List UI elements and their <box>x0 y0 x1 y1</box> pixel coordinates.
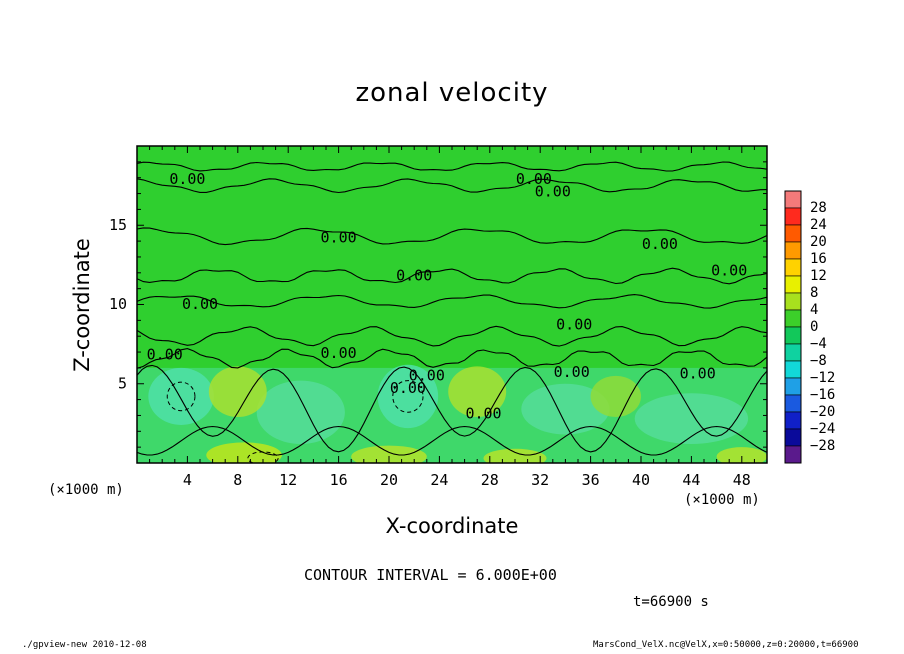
contour-line <box>137 425 767 456</box>
colorbar-swatch <box>784 275 802 294</box>
colorbar-swatch <box>784 377 802 396</box>
colorbar-level-label: −4 <box>810 336 827 352</box>
field-anomaly <box>483 448 547 463</box>
x-tick-label: 16 <box>330 471 348 489</box>
y-tick-label: 15 <box>109 216 127 234</box>
field-anomaly <box>521 383 610 435</box>
contour-line-negative <box>247 451 279 463</box>
contour-line <box>137 227 767 246</box>
chart-title: zonal velocity <box>355 78 549 108</box>
x-tick-label: 8 <box>233 471 242 489</box>
colorbar-swatch <box>784 326 802 345</box>
x-tick-label: 40 <box>632 471 650 489</box>
field-anomaly <box>256 380 345 444</box>
field-anomaly <box>148 367 214 425</box>
colorbar-swatch <box>784 394 802 413</box>
x-tick-label: 12 <box>279 471 297 489</box>
footer-program-date: ./gpview-new 2010-12-08 <box>22 640 147 650</box>
contour-line <box>137 178 767 194</box>
x-tick-label: 44 <box>682 471 700 489</box>
colorbar-level-label: −28 <box>810 438 835 454</box>
contour-label: 0.00 <box>535 182 571 200</box>
x-tick-label: 20 <box>380 471 398 489</box>
x-tick-label: 36 <box>582 471 600 489</box>
contour-line <box>137 161 767 172</box>
contour-label: 0.00 <box>680 365 716 383</box>
contour-label: 0.00 <box>642 235 678 253</box>
contour-label: 0.00 <box>182 295 218 313</box>
colorbar-level-label: 28 <box>810 200 827 216</box>
colorbar-level-label: −8 <box>810 353 827 369</box>
colorbar-swatch <box>784 258 802 277</box>
colorbar-level-label: −12 <box>810 370 835 386</box>
colorbar-swatch <box>784 428 802 447</box>
x-tick-label: 28 <box>481 471 499 489</box>
colorbar-swatch <box>784 445 802 464</box>
contour-line <box>137 294 767 309</box>
colorbar-swatch <box>784 411 802 430</box>
contour-label: 0.00 <box>321 228 357 246</box>
contour-line <box>137 348 767 369</box>
contour-label: 0.00 <box>556 316 592 334</box>
contour-line-negative <box>166 381 196 412</box>
field-anomaly <box>351 445 427 463</box>
x-unit-label-right: (×1000 m) <box>684 492 760 508</box>
colorbar-level-label: 0 <box>810 319 818 335</box>
field-anomaly <box>448 366 507 418</box>
contour-label: 0.00 <box>554 363 590 381</box>
colorbar-level-label: −16 <box>810 387 835 403</box>
colorbar-swatch <box>784 207 802 226</box>
footer-data-source: MarsCond_VelX.nc@VelX,x=0:50000,z=0:2000… <box>593 640 859 650</box>
contour-line <box>137 267 767 285</box>
colorbar-level-label: 20 <box>810 234 827 250</box>
colorbar-frame <box>784 190 802 464</box>
x-tick-label: 48 <box>733 471 751 489</box>
colorbar-level-label: 16 <box>810 251 827 267</box>
x-unit-label-left: (×1000 m) <box>48 482 124 498</box>
contour-label: 0.00 <box>465 404 501 422</box>
colorbar-level-label: −24 <box>810 421 835 437</box>
colorbar-swatch <box>784 190 802 209</box>
field-anomaly <box>208 366 267 418</box>
time-label: t=66900 s <box>633 594 709 610</box>
x-tick-label: 4 <box>183 471 192 489</box>
contour-label: 0.00 <box>711 262 747 280</box>
field-anomaly <box>377 364 439 429</box>
colorbar-swatch <box>784 343 802 362</box>
x-tick-label: 32 <box>531 471 549 489</box>
colorbar-swatch <box>784 292 802 311</box>
field-anomaly <box>634 393 749 444</box>
colorbar-swatch <box>784 309 802 328</box>
contour-label: 0.00 <box>516 170 552 188</box>
colorbar-swatch <box>784 241 802 260</box>
field-anomaly <box>206 442 282 463</box>
contour-label: 0.00 <box>390 379 426 397</box>
field-anomaly <box>590 375 641 418</box>
contour-label: 0.00 <box>396 266 432 284</box>
contour-label: 0.00 <box>409 366 445 384</box>
colorbar-level-label: 8 <box>810 285 818 301</box>
contour-interval-text: CONTOUR INTERVAL = 6.000E+00 <box>304 566 557 584</box>
contour-label: 0.00 <box>147 346 183 364</box>
contour-label: 0.00 <box>321 344 357 362</box>
colorbar-level-label: −20 <box>810 404 835 420</box>
x-axis-label: X-coordinate <box>385 514 519 538</box>
contour-line-negative <box>392 380 424 413</box>
colorbar-level-label: 24 <box>810 217 827 233</box>
colorbar-swatch <box>784 360 802 379</box>
y-axis-label: Z-coordinate <box>70 238 94 372</box>
y-tick-label: 10 <box>109 295 127 313</box>
y-tick-label: 5 <box>118 374 127 392</box>
x-tick-label: 24 <box>430 471 448 489</box>
colorbar-level-label: 4 <box>810 302 818 318</box>
colorbar-swatch <box>784 224 802 243</box>
contour-line <box>137 325 767 347</box>
contour-label: 0.00 <box>169 170 205 188</box>
colorbar-level-label: 12 <box>810 268 827 284</box>
